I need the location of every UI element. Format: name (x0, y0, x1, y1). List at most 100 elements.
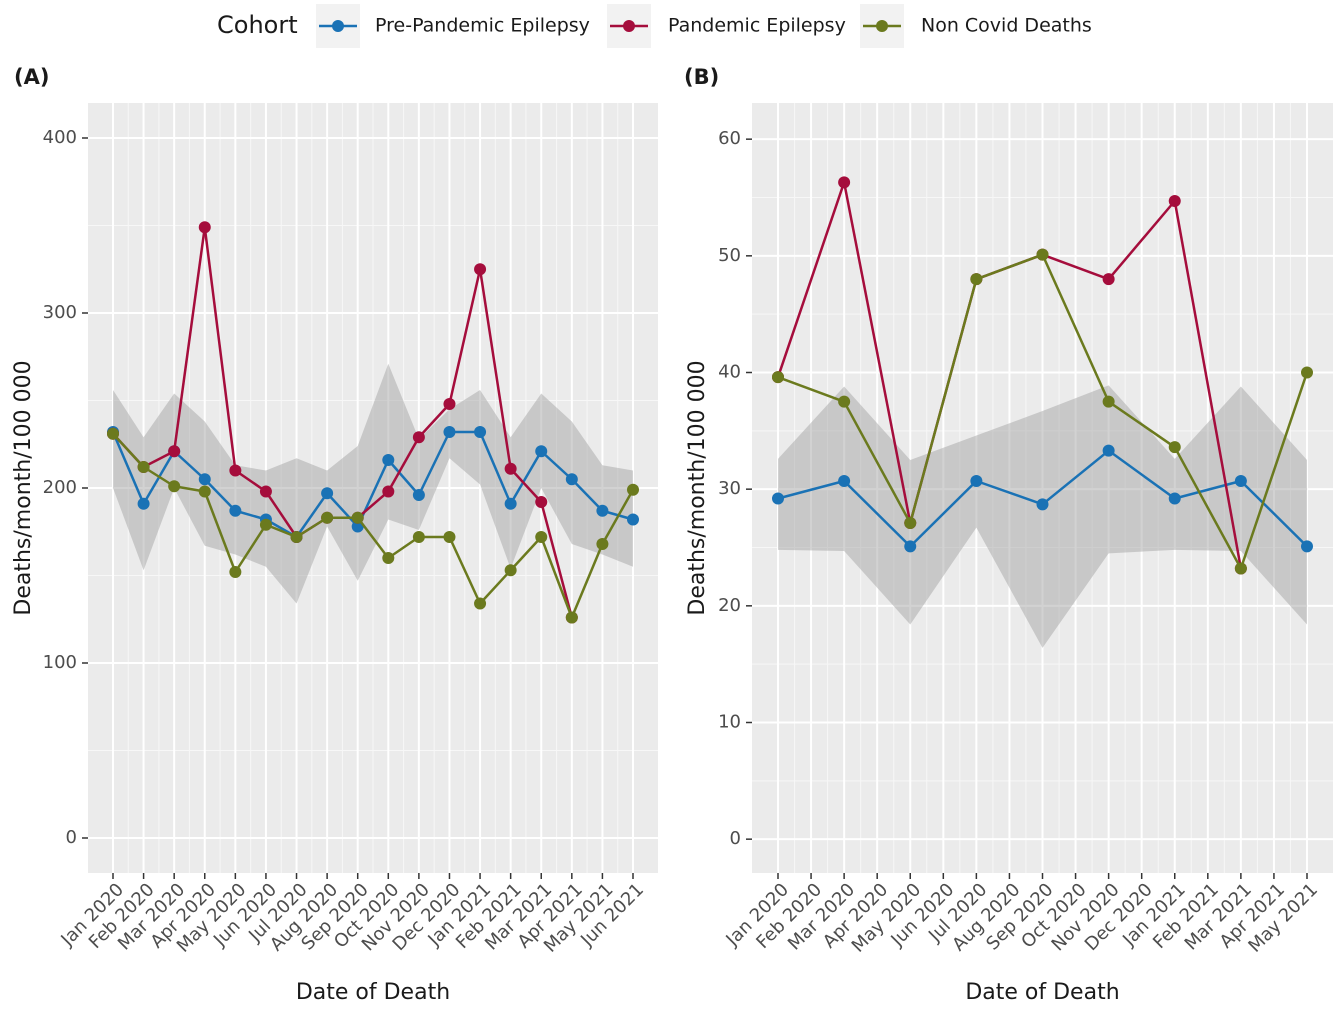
point (474, 426, 487, 438)
line-segment (448, 536, 482, 605)
point (198, 473, 211, 486)
point (504, 462, 517, 475)
line-segment (295, 516, 328, 539)
y-tick-label: 20 (718, 595, 741, 616)
panel-title: (A) (14, 65, 49, 89)
y-tick-label: 40 (718, 362, 741, 383)
line-segment (1107, 200, 1176, 280)
line-segment (570, 543, 604, 618)
point (321, 511, 334, 524)
line-segment (356, 490, 390, 519)
point (229, 464, 242, 477)
panel-title: (B) (684, 65, 719, 89)
line-segment (843, 401, 912, 524)
line-segment (478, 431, 512, 505)
line-segment (387, 459, 420, 496)
point (565, 473, 578, 486)
line-segment (777, 375, 845, 403)
legend-dot (623, 20, 635, 32)
point (1234, 562, 1247, 575)
point (565, 611, 578, 624)
point (970, 475, 983, 487)
line-segment (295, 492, 329, 538)
x-axis-label: Date of Death (296, 980, 450, 1005)
point (1036, 248, 1049, 261)
line-segment (1041, 449, 1110, 506)
point (351, 511, 364, 524)
line-segment (1107, 449, 1176, 500)
point (382, 552, 395, 564)
point (412, 531, 425, 543)
point (443, 398, 456, 410)
line-segment (111, 431, 145, 505)
line-segment (1042, 253, 1110, 281)
point (772, 492, 784, 505)
line-segment (777, 479, 845, 500)
point (1168, 492, 1181, 505)
line-segment (1107, 400, 1176, 449)
line-segment (173, 450, 206, 481)
point (1301, 540, 1313, 553)
line-segment (540, 501, 574, 618)
line-segment (387, 436, 420, 493)
point (504, 497, 517, 510)
line-segment (843, 480, 912, 548)
point (1102, 395, 1115, 408)
point (838, 475, 851, 487)
y-tick-label: 100 (43, 652, 77, 673)
point (535, 445, 548, 458)
line-segment (909, 278, 978, 524)
line-segment (1041, 254, 1110, 403)
point (904, 540, 917, 553)
y-axis-label: Deaths/month/100 000 (11, 360, 36, 615)
point (259, 485, 272, 498)
line-segment (842, 182, 912, 524)
point (107, 427, 119, 440)
line-segment (417, 403, 451, 439)
point (838, 395, 851, 408)
point (504, 564, 517, 577)
legend-label: Pre-Pandemic Epilepsy (375, 15, 590, 37)
point (838, 176, 851, 189)
point (772, 371, 784, 384)
y-tick-label: 0 (66, 827, 77, 848)
line-segment (172, 227, 207, 452)
point (535, 496, 548, 508)
line-segment (540, 450, 573, 481)
line-segment (540, 536, 573, 618)
line-segment (478, 269, 512, 469)
ribbon (113, 363, 633, 604)
point (443, 531, 456, 543)
point (259, 518, 272, 531)
line-segment (570, 478, 604, 512)
point (596, 504, 609, 517)
line-segment (975, 479, 1043, 506)
point (443, 426, 456, 438)
point (382, 485, 395, 498)
point (596, 538, 609, 550)
line-segment (203, 227, 237, 471)
point (198, 221, 211, 234)
line-segment (234, 469, 267, 493)
line-segment (509, 467, 543, 503)
line-segment (203, 491, 237, 573)
line-segment (1239, 372, 1309, 569)
point (1102, 273, 1115, 286)
point (321, 487, 334, 500)
line-segment (387, 535, 420, 560)
line-segment (234, 524, 267, 573)
point (627, 513, 639, 526)
line-segment (112, 432, 145, 468)
y-tick-label: 400 (43, 127, 77, 148)
point (474, 263, 487, 276)
line-segment (1174, 479, 1242, 500)
point (412, 489, 425, 501)
y-tick-label: 300 (43, 302, 77, 323)
line-segment (448, 268, 482, 405)
point (229, 504, 242, 517)
point (904, 517, 917, 529)
y-tick-label: 30 (718, 478, 741, 499)
line-segment (1173, 200, 1243, 569)
point (970, 273, 983, 286)
